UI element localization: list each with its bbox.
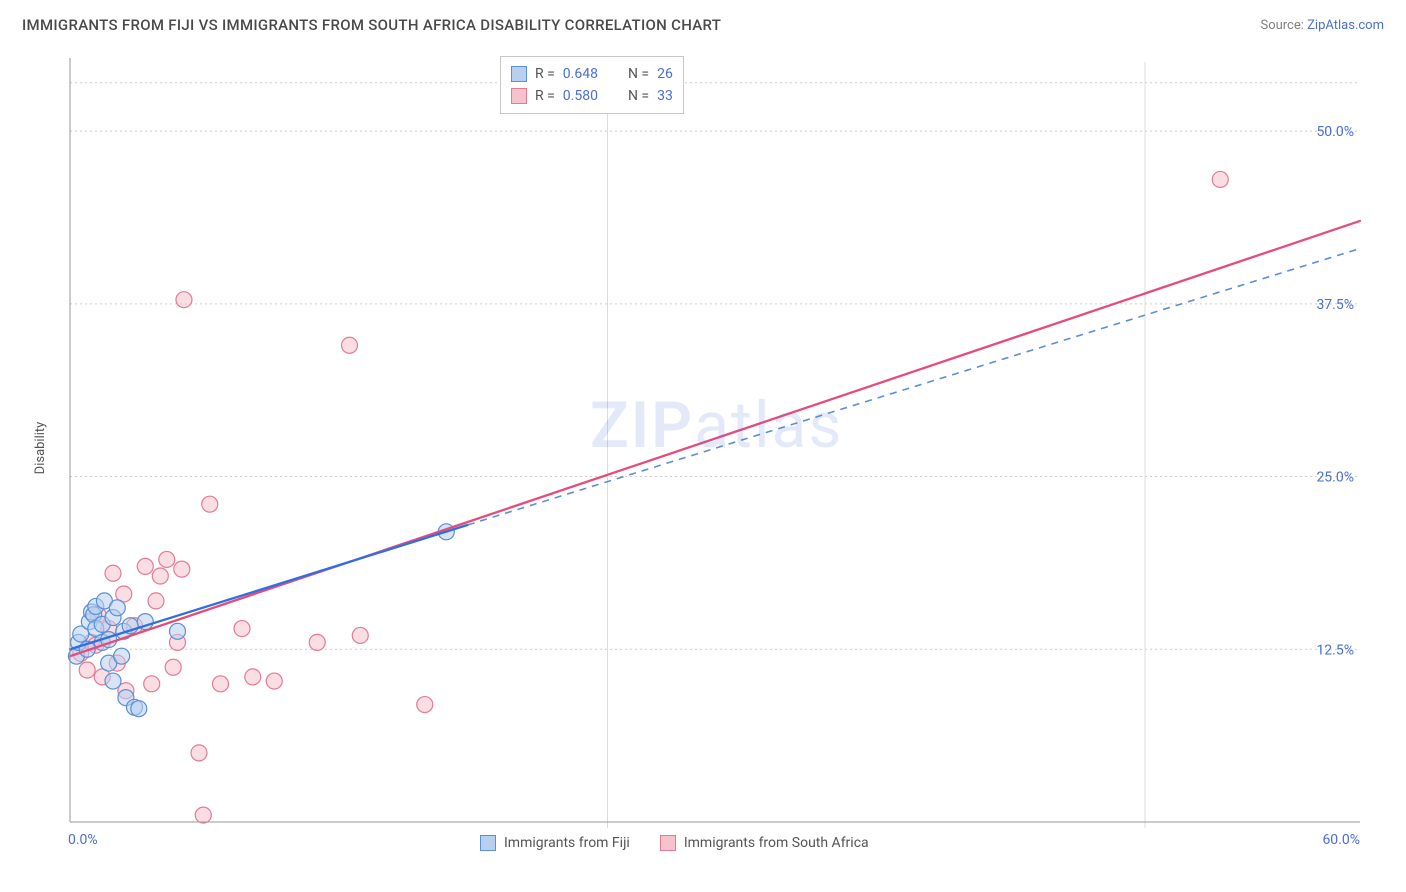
- svg-text:12.5%: 12.5%: [1316, 642, 1354, 658]
- series-legend-label: Immigrants from South Africa: [684, 832, 869, 854]
- data-point: [170, 623, 186, 639]
- svg-text:60.0%: 60.0%: [1322, 832, 1360, 848]
- data-point: [152, 568, 168, 584]
- data-point: [114, 648, 130, 664]
- series-legend-label: Immigrants from Fiji: [504, 832, 630, 854]
- data-point: [144, 676, 160, 692]
- n-value: 26: [657, 63, 673, 85]
- data-point: [174, 561, 190, 577]
- y-axis-label: Disability: [33, 422, 48, 475]
- stats-legend: R = 0.648 N = 26 R = 0.580 N = 33: [500, 56, 684, 114]
- data-point: [165, 659, 181, 675]
- series-legend: Immigrants from Fiji Immigrants from Sout…: [480, 832, 869, 854]
- svg-text:50.0%: 50.0%: [1316, 124, 1354, 140]
- data-point: [195, 807, 211, 823]
- n-label: N =: [628, 63, 649, 85]
- series-legend-item[interactable]: Immigrants from South Africa: [660, 832, 869, 854]
- data-point: [245, 669, 261, 685]
- data-point: [191, 745, 207, 761]
- legend-swatch: [511, 88, 527, 104]
- chart-header: IMMIGRANTS FROM FIJI VS IMMIGRANTS FROM …: [22, 16, 1384, 34]
- data-point: [234, 621, 250, 637]
- data-point: [213, 676, 229, 692]
- n-label: N =: [628, 85, 649, 107]
- data-point: [176, 292, 192, 308]
- data-point: [131, 701, 147, 717]
- data-point: [1212, 171, 1228, 187]
- data-point: [148, 593, 164, 609]
- data-point: [417, 697, 433, 713]
- r-label: R =: [535, 85, 555, 107]
- legend-swatch: [480, 835, 496, 851]
- svg-text:0.0%: 0.0%: [68, 832, 98, 848]
- source-attribution: Source: ZipAtlas.com: [1260, 18, 1384, 33]
- plot-container: Disability 12.5%25.0%37.5%50.0%0.0%60.0%…: [50, 48, 1380, 848]
- svg-text:37.5%: 37.5%: [1316, 297, 1354, 313]
- data-point: [342, 337, 358, 353]
- data-point: [105, 673, 121, 689]
- r-value: 0.580: [563, 85, 598, 107]
- legend-swatch: [511, 66, 527, 82]
- scatter-plot: 12.5% 25.0% 37.5% 50.0% 0.0% 60.0%: [50, 48, 1380, 848]
- data-point: [202, 496, 218, 512]
- source-link[interactable]: ZipAtlas.com: [1307, 18, 1384, 33]
- data-point: [105, 565, 121, 581]
- r-label: R =: [535, 63, 555, 85]
- legend-swatch: [660, 835, 676, 851]
- data-point: [79, 662, 95, 678]
- r-value: 0.648: [563, 63, 598, 85]
- stats-legend-row: R = 0.648 N = 26: [511, 63, 673, 85]
- data-point: [137, 558, 153, 574]
- n-value: 33: [657, 85, 673, 107]
- series-legend-item[interactable]: Immigrants from Fiji: [480, 832, 630, 854]
- chart-title: IMMIGRANTS FROM FIJI VS IMMIGRANTS FROM …: [22, 16, 721, 34]
- svg-text:25.0%: 25.0%: [1316, 470, 1354, 486]
- data-point: [109, 600, 125, 616]
- data-point: [266, 673, 282, 689]
- data-point: [159, 551, 175, 567]
- data-point: [309, 634, 325, 650]
- data-point: [352, 627, 368, 643]
- stats-legend-row: R = 0.580 N = 33: [511, 85, 673, 107]
- source-prefix: Source:: [1260, 18, 1307, 33]
